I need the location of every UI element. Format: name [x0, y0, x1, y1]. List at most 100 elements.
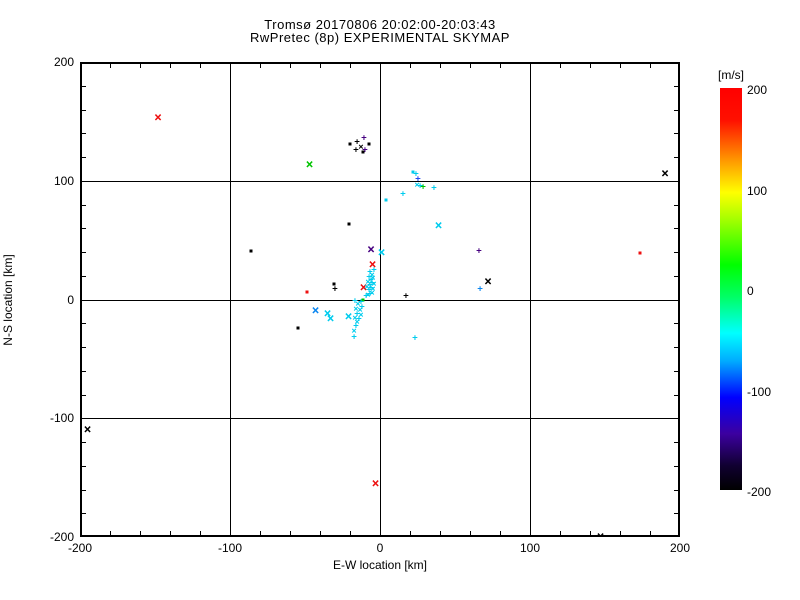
data-point: × [370, 284, 376, 295]
x-axis-tick [590, 64, 591, 68]
data-point: + [332, 284, 338, 295]
x-tick-label: -100 [217, 541, 243, 555]
x-axis-tick [530, 64, 531, 72]
y-axis-tick [82, 394, 86, 396]
data-point [347, 222, 351, 225]
y-tick-label: 100 [53, 173, 74, 188]
x-axis-tick [500, 531, 501, 535]
data-point: × [357, 305, 363, 316]
data-point: × [344, 309, 353, 325]
x-axis-tick [110, 531, 111, 535]
skymap-plot-area: × × × × × × × × × × × × × × × × + + × + + + + × + + + + + + + + + + × + × + × +… [80, 62, 680, 537]
colorbar-tick-label: -100 [747, 384, 772, 399]
data-point: × [484, 274, 492, 290]
plot-title-block: Tromsø 20170806 20:02:00-20:03:43 RwPret… [80, 18, 680, 44]
y-axis-tick [82, 157, 86, 158]
y-axis-tick [82, 442, 86, 443]
y-tick-label: -100 [49, 411, 74, 426]
data-point: × [83, 422, 92, 438]
data-point: × [367, 242, 375, 258]
data-point: × [354, 317, 360, 328]
y-axis-tick [674, 323, 678, 325]
y-axis-tick [674, 442, 678, 443]
colorbar-unit-label: [m/s] [718, 68, 744, 82]
data-point: × [365, 290, 371, 301]
data-point: + [413, 169, 419, 180]
data-point: + [351, 332, 357, 342]
x-axis-tick [290, 531, 291, 535]
y-axis-tick [82, 204, 86, 206]
data-point: × [311, 303, 320, 319]
data-point: × [323, 306, 332, 322]
data-point: × [326, 311, 335, 326]
data-point: × [352, 313, 358, 323]
data-point: + [367, 280, 373, 291]
y-axis-tick [674, 394, 678, 396]
data-point: + [412, 333, 418, 344]
data-point: + [367, 289, 373, 300]
y-axis-tick [674, 204, 678, 206]
data-point: × [359, 280, 368, 296]
data-point: + [354, 309, 360, 320]
x-axis-tick [350, 64, 351, 68]
plot-title-line1: Tromsø 20170806 20:02:00-20:03:43 [264, 17, 496, 32]
y-axis-tick [674, 347, 678, 348]
data-point: + [361, 133, 367, 144]
data-point: + [415, 174, 421, 185]
y-axis-tick [674, 228, 678, 230]
data-point: × [369, 270, 375, 281]
x-axis-tick [470, 64, 471, 68]
x-axis-tick [380, 64, 381, 72]
data-point: × [305, 157, 314, 173]
data-point: + [366, 272, 372, 283]
y-axis-tick [82, 513, 86, 515]
x-axis-tick [650, 531, 651, 535]
grid-line-horizontal [82, 418, 678, 420]
data-point: + [368, 283, 374, 294]
velocity-colorbar [720, 88, 742, 490]
x-axis-tick [440, 64, 441, 68]
y-axis-tick [82, 323, 86, 325]
plot-title-line2: RwPretec (8p) EXPERIMENTAL SKYMAP [250, 30, 510, 45]
data-point: × [355, 299, 361, 310]
y-axis-tick [82, 228, 86, 230]
data-point [348, 142, 352, 146]
y-axis-tick [674, 275, 678, 277]
grid-line-horizontal [82, 180, 678, 182]
data-point: + [420, 182, 426, 193]
x-axis-tick [470, 531, 471, 535]
x-axis-tick [380, 527, 381, 535]
x-tick-label: 100 [519, 541, 541, 555]
data-point: × [368, 257, 377, 273]
data-point [384, 198, 388, 202]
y-axis-tick [670, 180, 678, 182]
data-point: × [434, 218, 443, 234]
y-axis-tick [670, 418, 678, 420]
data-point: + [367, 267, 373, 278]
data-point: + [353, 145, 359, 156]
y-axis-tick [674, 157, 678, 158]
data-point: × [353, 304, 359, 315]
y-axis-tick [674, 252, 678, 253]
grid-line-horizontal [82, 299, 678, 301]
data-point: + [358, 297, 364, 308]
x-axis-tick [410, 64, 411, 68]
data-point: + [359, 302, 365, 313]
x-axis-tick [200, 64, 201, 68]
x-axis-tick [140, 531, 141, 535]
x-axis-tick [260, 64, 261, 68]
data-point: × [414, 180, 420, 190]
data-point: × [369, 288, 375, 299]
x-axis-tick [200, 531, 201, 535]
data-point: × [370, 273, 376, 284]
y-axis-tick [82, 347, 86, 348]
data-point: × [358, 142, 364, 152]
x-axis-tick [560, 64, 561, 68]
x-axis-tick [650, 64, 651, 68]
data-point [296, 326, 300, 330]
x-axis-tick [410, 531, 411, 535]
data-point: + [356, 314, 362, 325]
data-point: + [476, 246, 482, 257]
y-axis-tick [674, 109, 678, 111]
data-point: × [364, 282, 370, 293]
